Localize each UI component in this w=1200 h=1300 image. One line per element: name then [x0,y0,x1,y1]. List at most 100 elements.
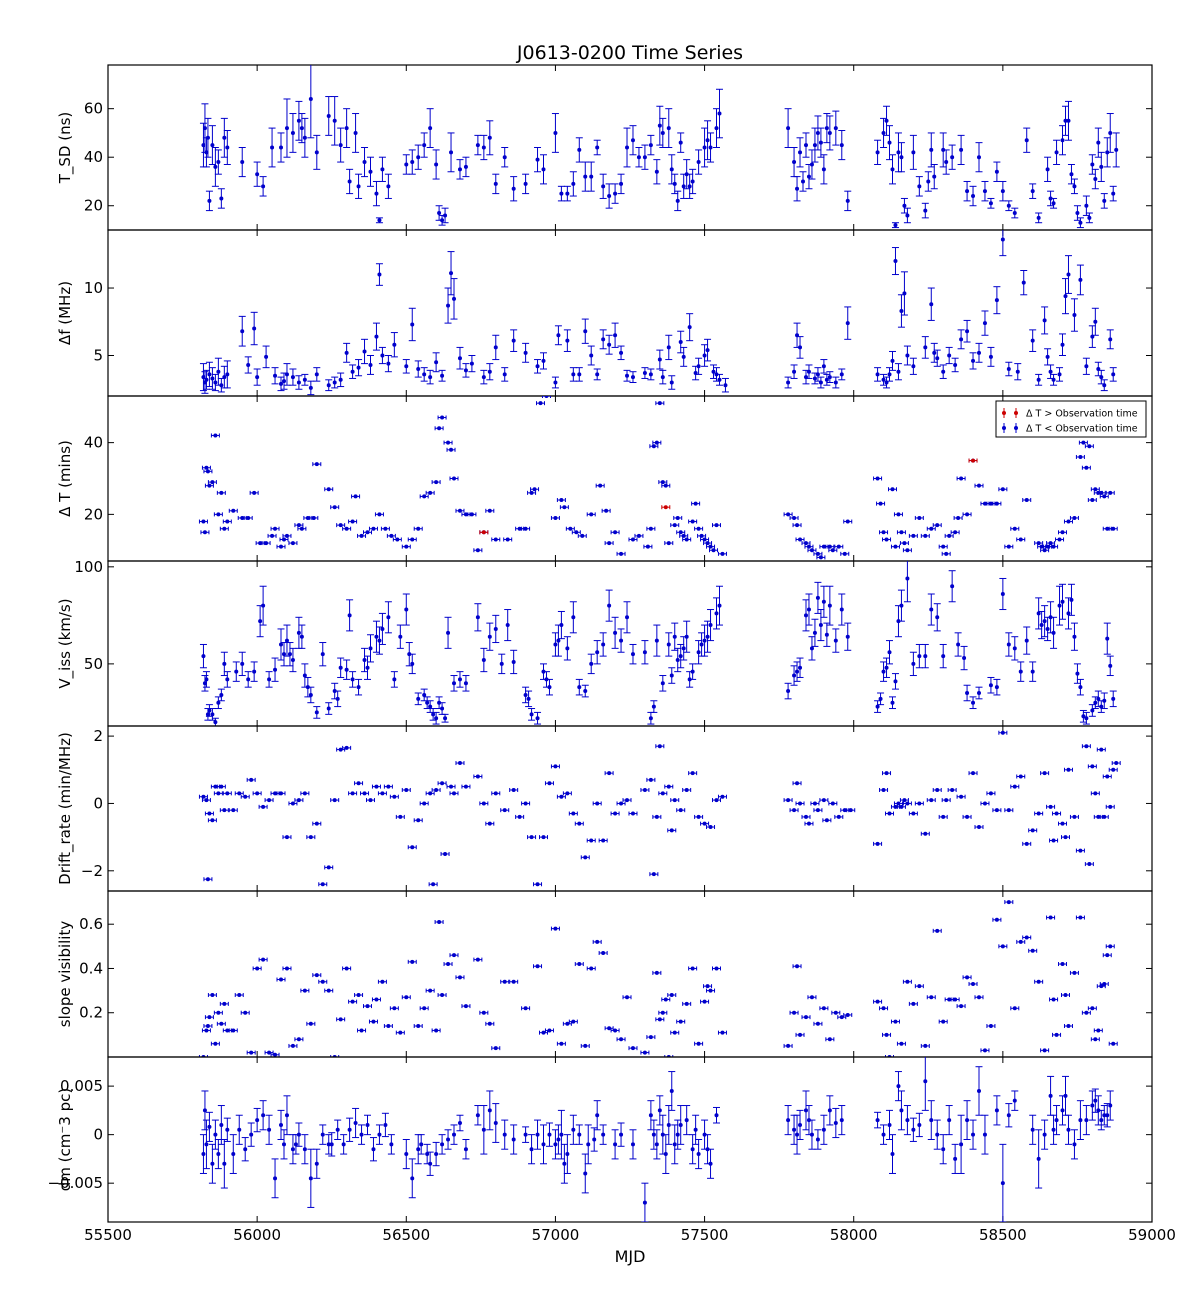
data-point [463,1147,468,1152]
data-point [437,919,442,924]
data-point [422,801,427,806]
data-point [911,1001,916,1006]
data-point [842,551,847,556]
data-point [535,964,540,969]
data-point [675,658,680,662]
data-point [252,669,257,674]
data-point [935,615,940,620]
series-points [198,900,1118,1057]
data-point [956,642,961,647]
data-point [1099,164,1104,169]
data-point [326,1142,331,1147]
data-point [696,160,701,165]
data-point [893,259,898,264]
data-point [932,350,937,355]
data-point [595,145,600,150]
x-tick-label: 56500 [382,1226,430,1244]
data-point [255,1118,260,1123]
data-point [338,523,343,528]
data-point [1036,215,1041,220]
data-point [240,515,245,520]
data-point [273,526,278,531]
data-point [368,798,373,803]
data-point [440,218,445,223]
data-point [452,296,457,301]
data-point [1099,747,1104,752]
data-point [833,1121,838,1125]
data-point [836,544,841,549]
data-point [356,781,361,786]
data-point [347,179,352,184]
data-point [1066,1127,1071,1132]
data-point [705,984,710,989]
data-point [630,537,635,542]
data-point [792,160,797,165]
data-point [648,372,653,377]
data-point [833,1010,838,1015]
data-point [475,548,480,553]
data-point [571,615,576,620]
data-point [583,1043,588,1048]
data-point [1078,1118,1083,1123]
data-point [487,369,492,374]
data-point [463,784,468,789]
data-point [1042,1132,1047,1137]
data-point [380,791,385,796]
data-point [792,515,797,520]
data-point [338,1017,343,1022]
data-point [714,966,719,971]
data-point [839,143,844,148]
data-point [648,1113,653,1118]
data-point [666,1122,671,1127]
data-point [1051,201,1056,206]
data-point [1036,811,1041,816]
data-point [982,501,987,506]
data-point [296,798,301,803]
data-point [1087,862,1092,867]
data-point [392,1006,397,1011]
data-point [499,661,504,666]
data-point [1012,1098,1017,1103]
data-point [669,993,674,998]
data-point [687,184,692,189]
data-point [994,917,999,922]
data-point [290,801,295,806]
data-point [601,1132,606,1137]
data-point [452,476,457,481]
data-point [684,1118,689,1123]
data-point [314,821,319,826]
data-point [795,781,800,786]
data-point [720,794,725,799]
data-point [380,353,385,358]
data-point [1090,1103,1095,1108]
data-point [672,181,677,186]
y-tick-label: 0.6 [79,915,103,933]
data-point [1006,367,1011,372]
data-point [284,835,289,840]
data-point [365,665,370,670]
data-point [359,533,364,538]
data-point [1063,835,1068,840]
data-point [249,1050,254,1055]
data-point [619,801,624,806]
data-point [386,784,391,789]
data-point [511,338,516,343]
data-point [308,692,313,697]
data-point [696,364,701,369]
data-point [553,130,558,135]
data-point [1006,203,1011,208]
data-point [911,661,916,666]
data-point [1093,487,1098,492]
data-point [577,821,582,826]
data-point [953,997,958,1002]
data-point [562,505,567,510]
data-point [201,794,206,799]
data-point [982,1048,987,1053]
data-point [833,380,838,385]
data-point [237,791,242,796]
y-tick-label: 0.2 [79,1004,103,1022]
data-point [222,808,227,813]
data-point [1051,630,1056,635]
data-point [878,501,883,506]
data-point [953,362,958,367]
